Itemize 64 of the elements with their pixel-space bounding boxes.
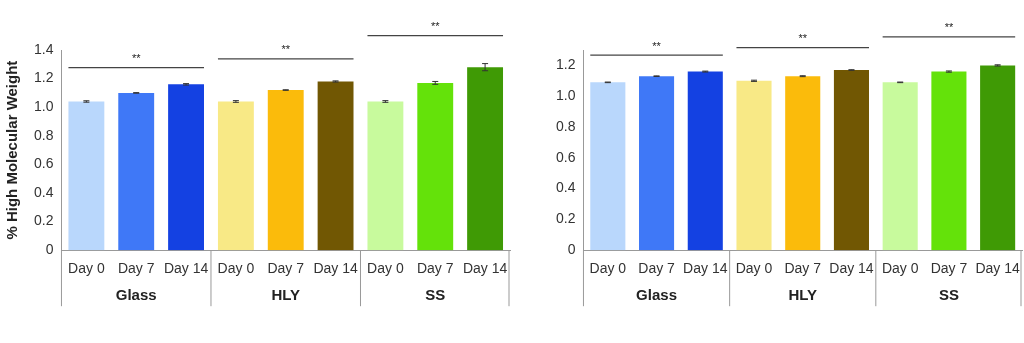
bar [590,82,626,251]
y-tick-label: 1.4 [33,40,54,57]
y-tick-label: 1.0 [555,87,576,104]
bar [467,67,504,251]
x-tick-label: Day 14 [313,260,358,277]
x-tick-label: Day 7 [117,260,155,277]
text: SS [425,286,446,304]
x-tick-label: Day 0 [367,260,404,277]
y-tick-label: 0.4 [33,183,54,200]
bar [833,70,869,251]
x-tick-label: Day 14 [683,260,728,277]
y-tick-label: 1.2 [33,69,54,86]
bar [785,76,821,251]
bar [980,65,1016,251]
y-tick-label: 0.8 [33,126,54,143]
x-tick-label: Day 14 [829,260,874,277]
y-tick-label: 0.4 [555,179,576,196]
bar [367,101,404,251]
y-tick-label: 1.2 [555,56,576,73]
text: HLY [271,286,301,304]
bar [687,71,723,251]
bar [736,80,772,251]
annotation: ** [131,52,142,65]
y-axis-title: % High Molecular Weight [3,60,21,240]
text: Glass [636,286,677,304]
annotation: ** [652,39,662,52]
bar [217,101,254,251]
x-tick-label: Day 7 [638,260,676,277]
y-tick-label: 0.6 [33,155,54,172]
text: HLY [788,286,818,304]
x-tick-label: Day 7 [784,260,822,277]
text: ** [430,20,441,33]
x-tick-label: Day 7 [267,260,305,277]
y-tick-label: 0 [567,241,576,258]
x-tick-label: Day 7 [416,260,454,277]
bar [267,90,304,251]
y-tick-label: 0.2 [555,210,576,227]
text: ** [798,32,808,45]
y-tick-label: 0.6 [555,148,576,165]
bar [931,71,967,251]
y-tick-label: 0.2 [33,212,54,229]
text: ** [944,21,954,34]
x-tick-label: Day 0 [217,260,255,277]
y-tick-label: 0.8 [555,117,576,134]
y-tick-label: 0 [45,241,54,258]
bar [417,82,454,251]
bar [882,82,918,251]
bar [639,76,675,251]
bar [168,84,204,251]
y-tick-label: 1.0 [33,98,54,115]
text: Glass [115,286,157,304]
x-tick-label: Day 7 [930,260,968,277]
x-tick-label: Day 0 [881,260,919,277]
annotation: ** [281,43,291,56]
text: SS [938,286,959,304]
bar [118,92,155,251]
x-tick-label: Day 14 [163,260,209,277]
bar [68,101,105,251]
x-tick-label: Day 0 [68,260,105,277]
x-tick-label: Day 14 [462,260,508,277]
x-tick-label: Day 0 [589,260,627,277]
x-tick-label: Day 0 [735,260,773,277]
bar [317,81,354,251]
x-tick-label: Day 14 [975,260,1021,277]
